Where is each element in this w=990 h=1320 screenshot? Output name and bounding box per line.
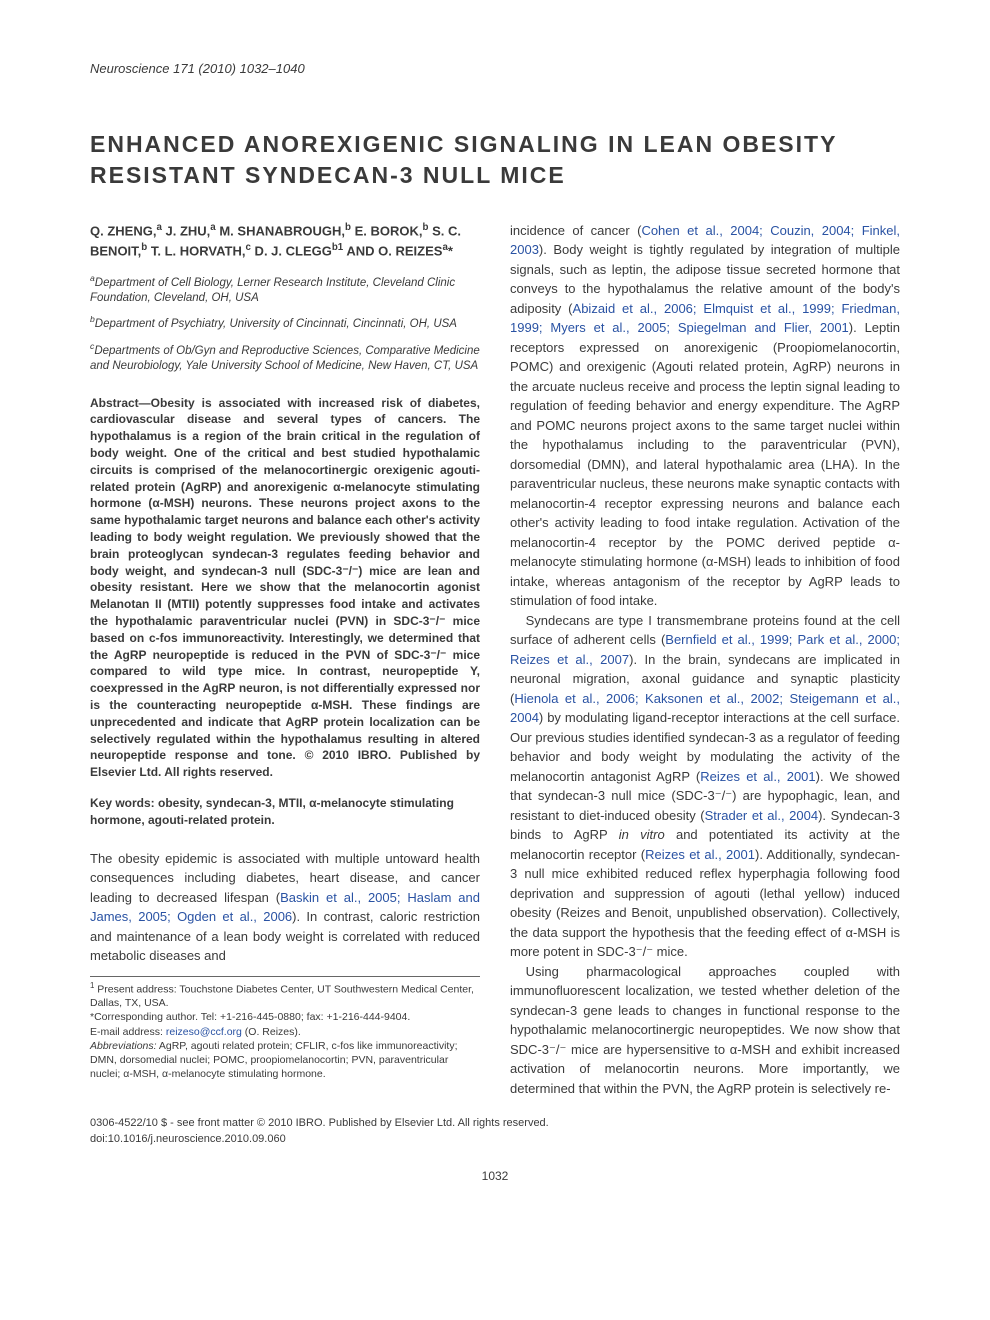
affiliation-a: aDepartment of Cell Biology, Lerner Rese… xyxy=(90,273,480,307)
right-column: incidence of cancer (Cohen et al., 2004;… xyxy=(510,221,900,1099)
body-para-2: incidence of cancer (Cohen et al., 2004;… xyxy=(510,221,900,611)
left-column: Q. ZHENG,a J. ZHU,a M. SHANABROUGH,b E. … xyxy=(90,221,480,1099)
journal-citation: 171 (2010) 1032–1040 xyxy=(173,61,305,76)
author-list: Q. ZHENG,a J. ZHU,a M. SHANABROUGH,b E. … xyxy=(90,221,480,261)
affiliation-b: bDepartment of Psychiatry, University of… xyxy=(90,314,480,332)
copyright-footer: 0306-4522/10 $ - see front matter © 2010… xyxy=(90,1116,900,1148)
footnotes: 1 Present address: Touchstone Diabetes C… xyxy=(90,976,480,1082)
journal-header: Neuroscience 171 (2010) 1032–1040 xyxy=(90,60,900,79)
affiliation-c: cDepartments of Ob/Gyn and Reproductive … xyxy=(90,341,480,375)
journal-name: Neuroscience xyxy=(90,61,170,76)
footnote-2: *Corresponding author. Tel: +1-216-445-0… xyxy=(90,1010,480,1024)
keywords: Key words: obesity, syndecan-3, MTII, α-… xyxy=(90,795,480,829)
article-title: ENHANCED ANOREXIGENIC SIGNALING IN LEAN … xyxy=(90,129,900,191)
two-column-layout: Q. ZHENG,a J. ZHU,a M. SHANABROUGH,b E. … xyxy=(90,221,900,1099)
abstract: Abstract—Obesity is associated with incr… xyxy=(90,395,480,781)
footnote-4: Abbreviations: AgRP, agouti related prot… xyxy=(90,1039,480,1082)
body-para-4: Using pharmacological approaches coupled… xyxy=(510,962,900,1099)
body-para-1: The obesity epidemic is associated with … xyxy=(90,849,480,966)
page-number: 1032 xyxy=(90,1168,900,1185)
footnote-1: 1 Present address: Touchstone Diabetes C… xyxy=(90,981,480,1011)
body-para-3: Syndecans are type I transmembrane prote… xyxy=(510,611,900,962)
footnote-3: E-mail address: reizeso@ccf.org (O. Reiz… xyxy=(90,1025,480,1039)
